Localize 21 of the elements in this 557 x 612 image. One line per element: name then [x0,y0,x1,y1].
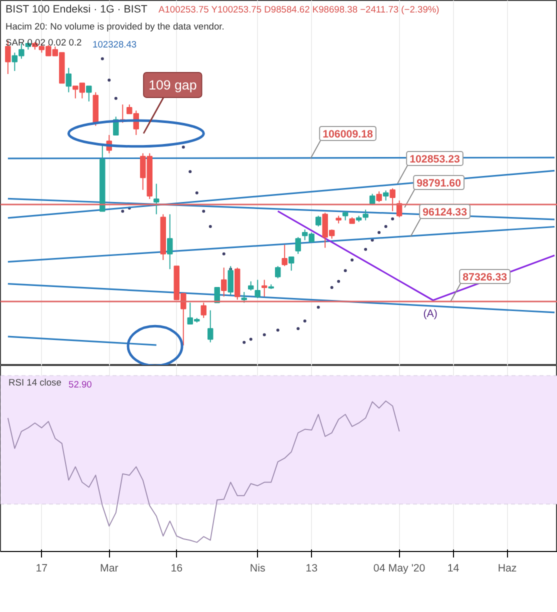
x-tick-label: Nis [250,562,266,574]
text: A100253.75 Y100253.75 D98584.62 K98698.38 −2411.73 (−2.39%) [158,4,440,14]
x-tick-label: 04 May '20 [373,562,426,574]
x-tick-label: Mar [100,562,119,574]
chart-title: RSI 14 close [8,378,62,388]
annotation: 96124.33 [422,206,468,219]
annotation: 98791.60 [416,178,462,190]
text: 52.90 [68,380,92,390]
x-tick-label: Haz [498,562,517,574]
chart-title: BIST 100 Endeksi · 1G · BIST [6,4,148,16]
annotation: 102328.43 [92,40,137,50]
annotation: 106009.18 [322,128,374,140]
x-tick-label: 13 [306,562,318,574]
x-tick-label: 16 [170,562,183,574]
annotation: 87326.33 [462,271,508,284]
annotation: 109 gap [148,77,197,92]
x-tick-label: 17 [36,562,48,574]
text: Hacim 20: No volume is provided by the data vendor. [6,22,224,32]
x-tick-label: 14 [447,562,460,574]
annotation: (A) [423,308,438,320]
annotation: 102853.23 [410,153,460,166]
